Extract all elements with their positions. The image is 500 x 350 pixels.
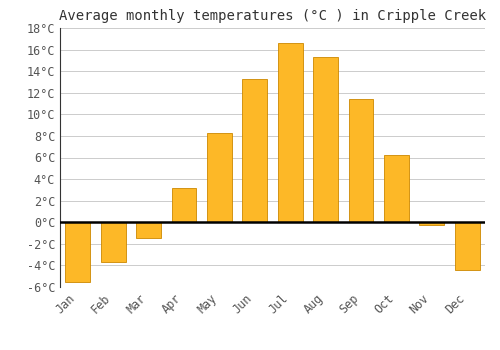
Bar (172, 188, 196, 222)
Bar (207, 133, 232, 222)
Bar (242, 79, 267, 222)
Bar (136, 222, 161, 238)
Bar (66, 222, 90, 282)
Bar (348, 99, 374, 222)
Bar (313, 57, 338, 222)
Bar (455, 222, 479, 270)
Bar (384, 155, 409, 222)
Title: Average monthly temperatures (°C ) in Cripple Creek: Average monthly temperatures (°C ) in Cr… (59, 9, 486, 23)
Bar (420, 222, 444, 225)
Bar (100, 222, 126, 262)
Bar (278, 43, 302, 222)
